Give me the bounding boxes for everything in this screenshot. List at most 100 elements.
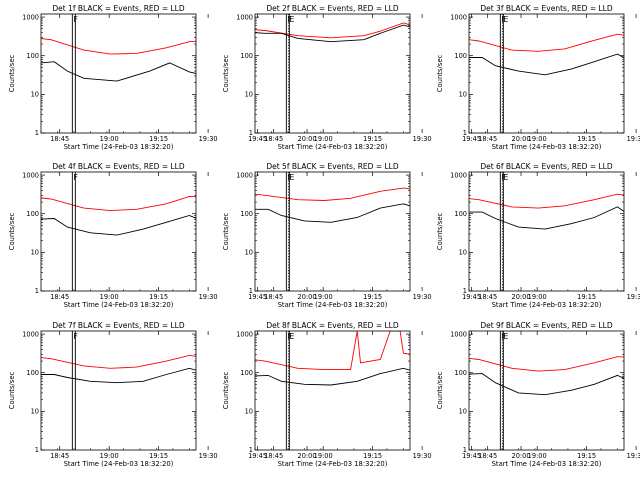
lld-series-line [469,356,624,372]
y-tick-label: 1 [35,446,39,454]
x-axis-label: Start Time (24-Feb-03 18:32:20) [278,460,388,468]
x-tick-label: 18:45 [50,452,69,460]
y-axis-label: Counts/sec [436,55,444,93]
marker-e-label: E [289,173,294,182]
x-tick-label: 18:45 [478,135,497,143]
y-tick-label: 10 [459,408,467,416]
y-tick-label: 1000 [450,171,467,179]
x-tick-label: 19:00 [314,452,333,460]
x-tick-label: 19:00 [528,135,547,143]
panel-title: Det 9f BLACK = Events, RED = LLD [480,321,613,330]
y-tick-label: 10 [31,91,39,99]
x-tick-label: 19:45 [462,135,481,143]
plot-frame [40,330,197,451]
x-axis-label: Start Time (24-Feb-03 18:32:20) [492,460,602,468]
y-tick-label: 100 [26,369,39,377]
y-tick-label: 100 [240,369,253,377]
x-tick-label: 19:15 [577,293,596,301]
plot-area [41,195,196,236]
x-tick-label: 18:45 [264,135,283,143]
x-tick-label: 19:15 [577,452,596,460]
x-tick-label: 18:45 [478,293,497,301]
lld-series-line [41,38,196,55]
x-tick-label: 18:45 [478,452,497,460]
events-series-line [41,61,196,82]
lld-series-line [469,193,624,209]
y-tick-label: 100 [26,52,39,60]
marker-f-label: F [287,173,292,182]
x-tick-label: 19:15 [149,293,168,301]
lld-series-line [41,354,196,369]
panel-det-9: FE 1 10 100 1000 18:45 19:00 19:15 19:30 19:45 20:… [436,321,640,468]
y-tick-label: 1000 [236,171,253,179]
y-axis-label: Counts/sec [222,213,230,251]
x-tick-label: 18:45 [50,293,69,301]
y-axis-label: Counts/sec [222,372,230,410]
x-tick-label: 19:45 [248,135,267,143]
panel-title: Det 7f BLACK = Events, RED = LLD [52,321,185,330]
y-axis-label: Counts/sec [436,213,444,251]
plot-frame [468,330,625,451]
x-tick-label: 19:15 [363,135,382,143]
panel-title: Det 1f BLACK = Events, RED = LLD [52,4,185,13]
y-tick-label: 10 [245,408,253,416]
plot-area [255,187,410,223]
panel-title: Det 5f BLACK = Events, RED = LLD [266,162,399,171]
events-series-line [469,373,624,396]
x-tick-label: 19:15 [149,135,168,143]
x-tick-label: 18:45 [50,135,69,143]
marker-f-label: F [501,15,506,24]
plot-area [41,354,196,384]
panel-title: Det 4f BLACK = Events, RED = LLD [52,162,185,171]
lld-series-line [255,187,410,201]
x-tick-label: 20:00 [298,452,317,460]
x-axis-label: Start Time (24-Feb-03 18:32:20) [278,143,388,151]
plot-frame [40,13,197,134]
events-series-line [255,203,410,223]
marker-f-label: F [73,332,78,341]
y-tick-label: 1000 [450,13,467,21]
y-tick-label: 1 [249,129,253,137]
x-tick-label: 18:45 [264,293,283,301]
x-axis-label: Start Time (24-Feb-03 18:32:20) [492,301,602,309]
y-axis-label: Counts/sec [8,372,16,410]
plot-area [255,22,410,43]
events-series-line [41,367,196,384]
x-tick-label: 19:30 [199,293,218,301]
x-tick-label: 19:00 [100,293,119,301]
lld-series-line [41,195,196,212]
marker-e-label: E [289,15,294,24]
x-tick-label: 19:30 [413,135,432,143]
lld-series-line [255,331,410,371]
x-tick-label: 19:45 [248,452,267,460]
y-tick-label: 1000 [236,330,253,338]
x-tick-label: 19:30 [413,293,432,301]
marker-f-label: F [287,332,292,341]
x-axis-label: Start Time (24-Feb-03 18:32:20) [278,301,388,309]
panel-title: Det 6f BLACK = Events, RED = LLD [480,162,613,171]
x-tick-label: 19:30 [627,293,640,301]
x-tick-label: 19:45 [248,293,267,301]
plot-area [469,33,624,76]
y-axis-label: Counts/sec [8,55,16,93]
y-tick-label: 1 [463,129,467,137]
x-tick-label: 19:15 [363,452,382,460]
marker-e-label: E [503,332,508,341]
lld-series-line [255,22,410,39]
x-tick-label: 19:00 [314,293,333,301]
y-tick-label: 1000 [450,330,467,338]
x-tick-label: 20:00 [512,135,531,143]
plot-frame [468,171,625,292]
y-tick-label: 1000 [22,330,39,338]
y-tick-label: 100 [26,210,39,218]
lld-series-line [469,33,624,52]
y-tick-label: 10 [31,408,39,416]
y-tick-label: 1 [463,446,467,454]
plot-frame [254,171,411,292]
